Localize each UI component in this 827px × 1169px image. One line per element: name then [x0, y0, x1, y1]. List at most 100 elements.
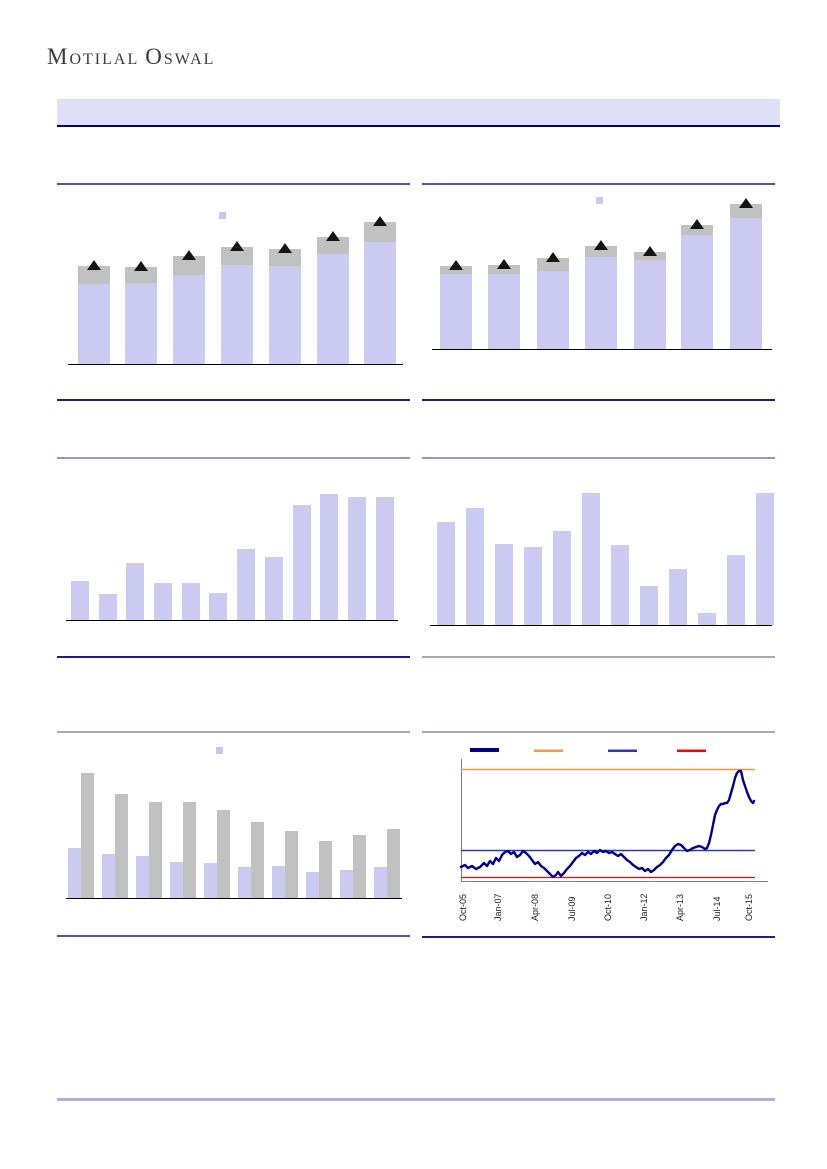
x-axis-line	[68, 364, 403, 365]
bar-segment-base	[173, 275, 205, 364]
triangle-marker	[449, 260, 463, 270]
bar	[669, 569, 687, 625]
x-tick-label: Jan-12	[639, 893, 649, 921]
bar	[437, 522, 455, 625]
bar-segment-base	[537, 271, 569, 349]
divider-line	[57, 656, 410, 658]
bar-segment-base	[78, 284, 110, 364]
bar-lavender	[204, 863, 217, 898]
bar-segment-base	[681, 235, 713, 349]
chart-stacked-bars-top-left	[57, 185, 410, 399]
bar-segment-base	[221, 265, 253, 364]
x-tick-label: Apr-13	[675, 894, 685, 921]
legend-orange-legend-swatch	[534, 749, 563, 752]
bar-gray	[387, 829, 400, 898]
bar-segment-top	[173, 256, 205, 275]
bar	[756, 493, 774, 625]
logo-word2-rest: SWAL	[163, 51, 216, 68]
bar	[727, 555, 745, 625]
bar	[611, 545, 629, 625]
bar	[376, 497, 394, 620]
bar-segment-top	[488, 265, 520, 274]
footer-divider-line	[57, 1098, 775, 1101]
bar	[293, 505, 311, 620]
legend-swatch	[219, 212, 226, 219]
bar-gray	[183, 802, 196, 898]
x-tick-label: Jul-09	[567, 896, 577, 921]
bar-lavender	[340, 870, 353, 898]
x-tick-label: Jul-14	[712, 896, 722, 921]
bar-gray	[217, 810, 230, 898]
triangle-marker	[643, 246, 657, 256]
bar-lavender	[102, 854, 115, 898]
bar-segment-base	[634, 260, 666, 349]
divider-line	[57, 183, 410, 185]
bar-lavender	[374, 867, 387, 898]
bar	[126, 563, 144, 620]
bar	[524, 547, 542, 625]
bar-segment-top	[317, 237, 349, 254]
bar-segment-base	[488, 274, 520, 349]
x-axis-line	[66, 620, 398, 621]
divider-line	[422, 936, 775, 938]
legend-navy-legend-swatch	[470, 748, 499, 752]
x-axis-line	[66, 898, 402, 899]
bar	[582, 493, 600, 625]
divider-line	[422, 731, 775, 733]
main-series-line	[459, 769, 756, 879]
bar	[320, 494, 338, 620]
bar-gray	[81, 773, 94, 898]
triangle-marker	[690, 219, 704, 229]
bar	[237, 549, 255, 620]
bar	[495, 544, 513, 625]
triangle-marker	[278, 243, 292, 253]
bar-gray	[285, 831, 298, 898]
divider-line	[422, 656, 775, 658]
divider-line	[57, 457, 410, 459]
triangle-marker	[497, 259, 511, 269]
bar-gray	[251, 822, 264, 898]
bar-segment-top	[585, 246, 617, 257]
bar-gray	[149, 802, 162, 898]
chart-line-bottom-right: Oct-05 Jan-07 Apr-08 Jul-09 Oct-10 Jan-12 Apr-…	[422, 733, 775, 937]
bar	[99, 594, 117, 620]
bar	[154, 583, 172, 620]
bar-segment-base	[730, 218, 762, 349]
line-chart-svg: Oct-05 Jan-07 Apr-08 Jul-09 Oct-10 Jan-12 Apr-…	[458, 748, 768, 921]
x-axis-line	[430, 625, 772, 626]
bar-segment-top	[440, 266, 472, 274]
triangle-marker	[230, 241, 244, 251]
bar-gray	[115, 794, 128, 898]
legend-red-legend-swatch	[677, 749, 706, 752]
bar	[71, 581, 89, 620]
chart-stacked-bars-top-right	[422, 185, 775, 399]
bar-segment-top	[221, 247, 253, 265]
bar-segment-top	[125, 267, 157, 283]
bar	[348, 497, 366, 620]
bar-segment-base	[364, 242, 396, 364]
bar-lavender	[272, 866, 285, 898]
section-header-band	[57, 99, 780, 127]
motilal-oswal-logo: MOTILAL OSWAL	[47, 44, 215, 70]
bar-segment-base	[585, 257, 617, 349]
divider-line	[422, 457, 775, 459]
bar-gray	[353, 835, 366, 898]
logo-word2-initial: O	[145, 44, 164, 69]
divider-line	[57, 935, 410, 937]
divider-line	[57, 399, 410, 401]
bar	[553, 531, 571, 625]
bar-segment-base	[269, 266, 301, 364]
triangle-marker	[546, 252, 560, 262]
logo-word1-rest: OTILAL	[69, 51, 140, 68]
bar	[182, 583, 200, 620]
bar-segment-top	[78, 266, 110, 284]
legend-blue-legend-swatch	[608, 749, 637, 752]
bar-lavender	[238, 867, 251, 898]
bar-segment-top	[681, 225, 713, 235]
triangle-marker	[739, 198, 753, 208]
bar-segment-top	[537, 258, 569, 271]
bar-lavender	[306, 872, 319, 898]
chart-grouped-bars-bottom-left	[57, 733, 410, 935]
x-axis-line	[432, 349, 772, 350]
